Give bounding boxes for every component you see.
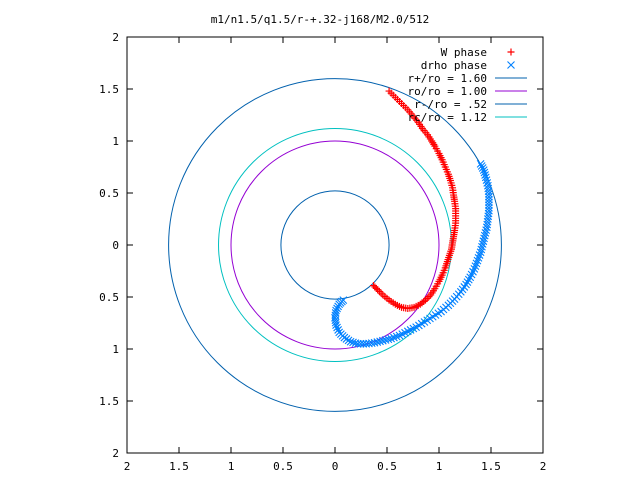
data-point (485, 195, 493, 204)
x-tick-label: 0 (332, 460, 339, 473)
data-point (476, 248, 485, 257)
legend-label: ro/ro = 1.00 (408, 85, 487, 98)
x-tick-label: 1 (436, 460, 443, 473)
data-point (480, 168, 489, 177)
data-point (390, 333, 398, 342)
data-point (472, 259, 481, 268)
y-tick-label: 0 (112, 239, 119, 252)
y-tick-label: 1 (112, 343, 119, 356)
circle-line (280, 190, 390, 300)
data-point (507, 48, 515, 56)
legend-label: W phase (441, 46, 487, 59)
circle-series (168, 78, 502, 412)
data-point (481, 171, 489, 179)
point-series (331, 87, 493, 348)
data-point (362, 339, 371, 348)
data-point (395, 331, 404, 340)
x-tick-label: 1 (228, 460, 235, 473)
y-tick-label: 1.5 (99, 83, 119, 96)
data-point (485, 201, 493, 210)
data-point (333, 323, 341, 332)
data-point (353, 339, 362, 348)
data-point (477, 245, 486, 254)
data-point (464, 275, 473, 284)
data-point (349, 338, 357, 347)
data-point (334, 302, 343, 311)
data-point (477, 162, 486, 170)
data-point (463, 278, 472, 286)
x-tick-label: 1.5 (481, 460, 501, 473)
x-tick-label: 1.5 (169, 460, 189, 473)
data-point (339, 296, 348, 305)
data-point (377, 289, 385, 297)
data-point (475, 251, 484, 259)
data-point (478, 164, 487, 172)
data-point (334, 326, 343, 334)
data-point (335, 328, 344, 337)
data-point (485, 190, 493, 198)
y-tick-label: 0.5 (99, 291, 119, 304)
chart-title: m1/n1.5/q1.5/r-+.32-j168/M2.0/512 (211, 13, 430, 26)
legend-label: r-/ro = .52 (414, 98, 487, 111)
x-tick-label: 2 (124, 460, 131, 473)
circle-line (168, 78, 502, 412)
data-point (479, 166, 488, 175)
y-tick-label: 2 (112, 31, 119, 44)
axis-ticks: 2 1.5 1 0.5 0 0.5 1 1.5 221.510.500.511.52 (99, 31, 546, 473)
circle-line (230, 140, 440, 350)
legend-label: rc/ro = 1.12 (408, 111, 487, 124)
y-tick-label: 0.5 (99, 187, 119, 200)
data-point (359, 339, 368, 348)
data-point (466, 273, 475, 282)
x-tick-label: 2 (540, 460, 547, 473)
data-point (371, 283, 379, 291)
data-point (474, 253, 483, 262)
legend-label: r+/ro = 1.60 (408, 72, 487, 85)
data-point (369, 282, 377, 290)
y-tick-label: 2 (112, 447, 119, 460)
data-point (331, 309, 340, 317)
data-point (418, 299, 426, 307)
data-point (332, 306, 340, 315)
data-point (485, 198, 493, 207)
y-tick-label: 1.5 (99, 395, 119, 408)
x-tick-label: 0.5 (273, 460, 293, 473)
data-point (392, 332, 401, 341)
x-tick-label: 0.5 (377, 460, 397, 473)
data-point (333, 304, 341, 313)
data-point (476, 159, 485, 168)
data-point (351, 339, 360, 347)
data-point (473, 256, 482, 265)
data-point (423, 294, 431, 302)
data-point (485, 192, 493, 201)
data-point (430, 140, 438, 148)
y-tick-label: 1 (112, 135, 119, 148)
data-point (375, 287, 383, 295)
legend-label: drho phase (421, 59, 487, 72)
data-point (471, 262, 480, 271)
data-point (507, 61, 515, 69)
